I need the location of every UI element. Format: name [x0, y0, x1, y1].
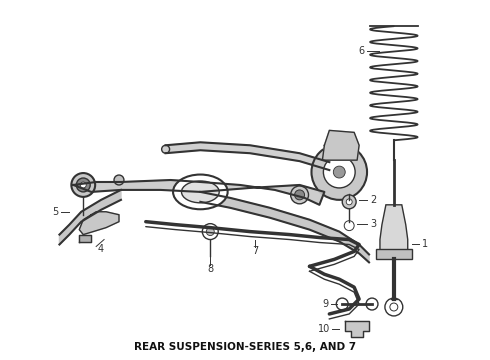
Circle shape: [312, 144, 367, 200]
Polygon shape: [322, 130, 359, 160]
FancyBboxPatch shape: [376, 249, 412, 260]
Text: 3: 3: [370, 219, 376, 229]
Text: REAR SUSPENSION-SERIES 5,6, AND 7: REAR SUSPENSION-SERIES 5,6, AND 7: [134, 342, 356, 352]
Circle shape: [366, 298, 378, 310]
Polygon shape: [380, 205, 408, 255]
Circle shape: [72, 173, 95, 197]
Circle shape: [114, 175, 124, 185]
Ellipse shape: [173, 175, 228, 209]
Text: 1: 1: [421, 239, 428, 249]
Circle shape: [333, 166, 345, 178]
Circle shape: [390, 303, 398, 311]
Circle shape: [344, 221, 354, 231]
Text: 6: 6: [358, 46, 364, 56]
Polygon shape: [59, 190, 121, 244]
Text: 9: 9: [322, 299, 328, 309]
Circle shape: [202, 224, 218, 239]
Circle shape: [336, 298, 348, 310]
Text: 8: 8: [207, 264, 213, 274]
Polygon shape: [166, 142, 329, 170]
Polygon shape: [74, 180, 324, 205]
Circle shape: [294, 190, 305, 200]
Circle shape: [162, 145, 170, 153]
Circle shape: [291, 186, 309, 204]
Circle shape: [342, 195, 356, 209]
Polygon shape: [79, 235, 91, 242]
Text: 7: 7: [252, 247, 258, 256]
Polygon shape: [200, 192, 369, 262]
Text: 5: 5: [52, 207, 59, 217]
Circle shape: [323, 156, 355, 188]
Circle shape: [385, 298, 403, 316]
Polygon shape: [79, 212, 119, 235]
Circle shape: [206, 228, 214, 235]
Circle shape: [76, 178, 90, 192]
Text: 4: 4: [97, 244, 103, 255]
Polygon shape: [345, 321, 369, 337]
Circle shape: [346, 199, 352, 205]
Circle shape: [80, 182, 86, 188]
Text: 10: 10: [318, 324, 331, 334]
Ellipse shape: [181, 181, 219, 203]
Text: 2: 2: [370, 195, 376, 205]
